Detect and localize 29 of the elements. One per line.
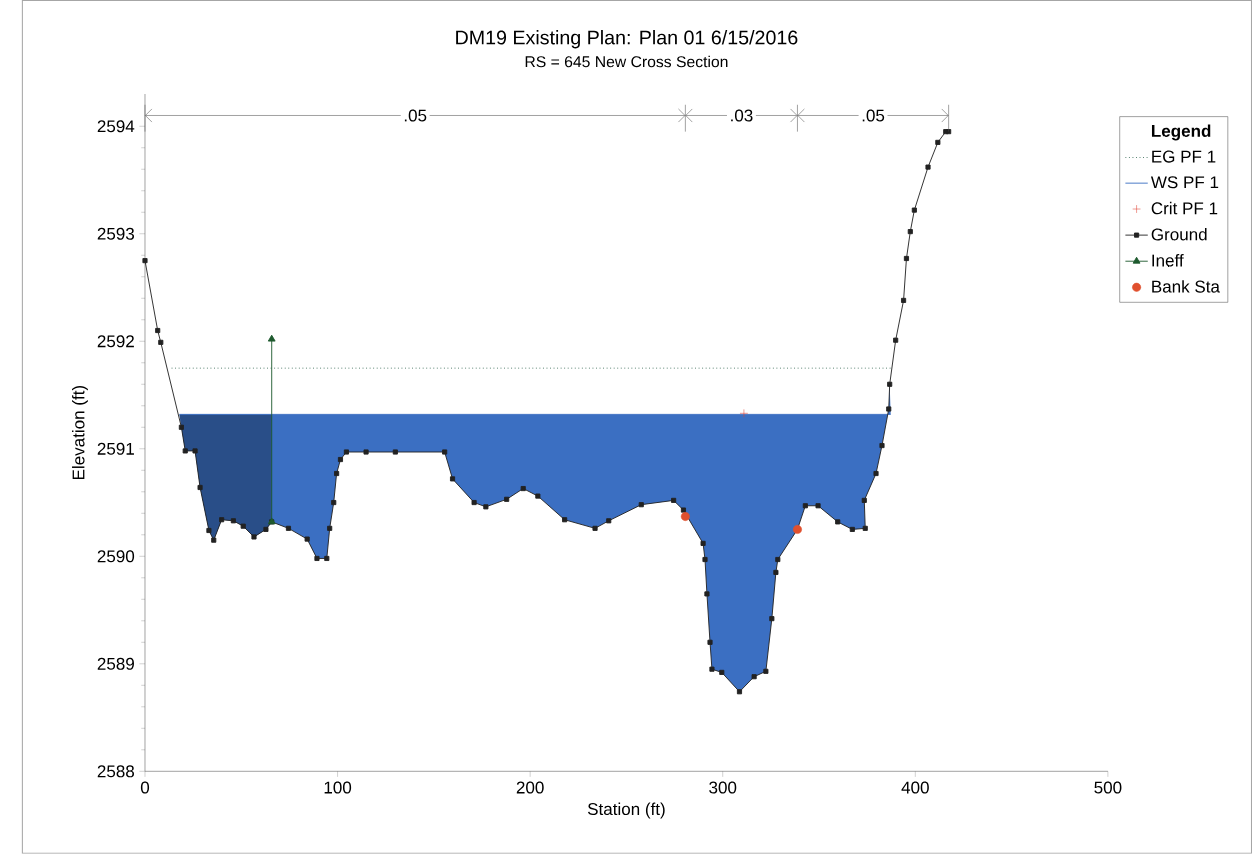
y-tick-label: 2592 — [97, 335, 134, 348]
annotation: .05 — [404, 109, 427, 122]
x-tick-label: 0 — [140, 781, 150, 794]
annotation: .05 — [862, 109, 885, 122]
y-tick-label: 2588 — [97, 765, 135, 778]
legend-label: EG PF 1 — [1152, 150, 1216, 163]
y-tick-label: 2589 — [97, 657, 134, 670]
x-tick-label: 500 — [1094, 781, 1122, 794]
x-tick-label: 200 — [516, 781, 544, 794]
y-tick-label: 2593 — [97, 227, 135, 240]
legend-title: Legend — [1151, 124, 1211, 141]
y-tick-label: 2594 — [97, 120, 135, 133]
x-tick-label: 400 — [901, 781, 929, 794]
chart-subtitle: RS = 645 New Cross Section — [525, 55, 728, 68]
y-tick-label: 2591 — [97, 442, 134, 455]
legend-label: Ground — [1151, 228, 1207, 241]
legend-label: WS PF 1 — [1150, 176, 1219, 189]
legend-label: Crit PF 1 — [1151, 201, 1218, 215]
y-tick-label: 2590 — [97, 550, 135, 563]
x-axis-title: Station (ft) — [587, 802, 665, 819]
point — [739, 409, 749, 418]
annotation: .03 — [731, 109, 753, 122]
x-tick-label: 100 — [324, 781, 352, 794]
chart-title: DM19 Existing Plan: Plan 01 6/15/2016 — [456, 30, 798, 49]
legend-label: Bank Sta — [1152, 280, 1220, 293]
x-tick-label: 300 — [709, 781, 737, 794]
point — [680, 512, 690, 522]
y-axis-title: Elevation (ft) — [72, 386, 88, 480]
legend-label: Ineff — [1152, 254, 1184, 267]
